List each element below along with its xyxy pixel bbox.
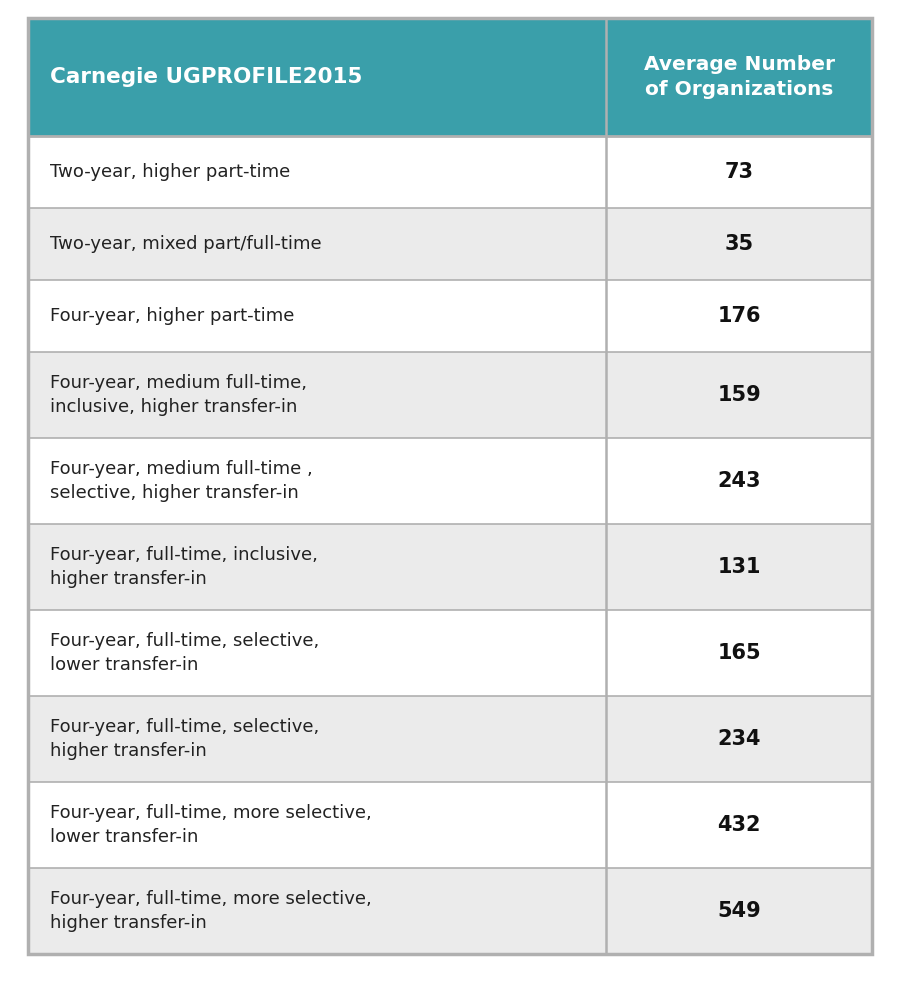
Bar xyxy=(28,18,606,136)
Text: Two-year, higher part-time: Two-year, higher part-time xyxy=(50,163,290,181)
Bar xyxy=(28,696,606,782)
Text: 131: 131 xyxy=(717,557,760,577)
Text: Carnegie UGPROFILE2015: Carnegie UGPROFILE2015 xyxy=(50,67,363,87)
Bar xyxy=(606,696,872,782)
Text: 432: 432 xyxy=(717,815,760,835)
Bar xyxy=(28,280,606,352)
Text: 73: 73 xyxy=(724,162,753,182)
Bar xyxy=(28,136,606,208)
Text: Two-year, mixed part/full-time: Two-year, mixed part/full-time xyxy=(50,235,321,253)
Bar xyxy=(606,136,872,208)
Text: 165: 165 xyxy=(717,643,760,663)
Bar xyxy=(28,610,606,696)
Bar xyxy=(606,280,872,352)
Bar xyxy=(606,438,872,524)
Bar xyxy=(28,868,606,954)
Text: 35: 35 xyxy=(724,234,753,254)
Bar xyxy=(606,868,872,954)
Bar xyxy=(606,352,872,438)
Text: 234: 234 xyxy=(717,729,760,749)
Bar xyxy=(28,352,606,438)
Text: 243: 243 xyxy=(717,471,760,491)
Bar xyxy=(606,524,872,610)
Bar xyxy=(28,782,606,868)
Text: Four-year, full-time, selective,
lower transfer-in: Four-year, full-time, selective, lower t… xyxy=(50,632,319,674)
Text: Four-year, medium full-time,
inclusive, higher transfer-in: Four-year, medium full-time, inclusive, … xyxy=(50,373,307,416)
Bar xyxy=(606,782,872,868)
Bar xyxy=(28,438,606,524)
Text: 159: 159 xyxy=(717,385,760,405)
Text: Four-year, higher part-time: Four-year, higher part-time xyxy=(50,307,294,325)
Text: Four-year, medium full-time ,
selective, higher transfer-in: Four-year, medium full-time , selective,… xyxy=(50,460,313,502)
Bar xyxy=(606,610,872,696)
Text: Four-year, full-time, more selective,
higher transfer-in: Four-year, full-time, more selective, hi… xyxy=(50,890,372,932)
Bar xyxy=(606,18,872,136)
Text: 176: 176 xyxy=(717,306,760,326)
Text: Four-year, full-time, inclusive,
higher transfer-in: Four-year, full-time, inclusive, higher … xyxy=(50,546,318,588)
Bar xyxy=(606,208,872,280)
Bar xyxy=(28,208,606,280)
Text: 549: 549 xyxy=(717,901,760,921)
Text: Four-year, full-time, more selective,
lower transfer-in: Four-year, full-time, more selective, lo… xyxy=(50,804,372,846)
Text: Average Number
of Organizations: Average Number of Organizations xyxy=(644,55,834,99)
Text: Four-year, full-time, selective,
higher transfer-in: Four-year, full-time, selective, higher … xyxy=(50,718,319,760)
Bar xyxy=(28,524,606,610)
